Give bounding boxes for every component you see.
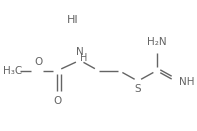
Text: H: H — [80, 53, 87, 63]
Text: O: O — [34, 57, 43, 67]
Text: S: S — [135, 84, 141, 94]
Text: N: N — [76, 47, 84, 57]
Text: HI: HI — [67, 15, 78, 25]
Text: NH: NH — [179, 77, 195, 87]
Text: O: O — [53, 96, 61, 106]
Text: H₃C: H₃C — [3, 66, 22, 76]
Text: H₂N: H₂N — [147, 37, 166, 47]
